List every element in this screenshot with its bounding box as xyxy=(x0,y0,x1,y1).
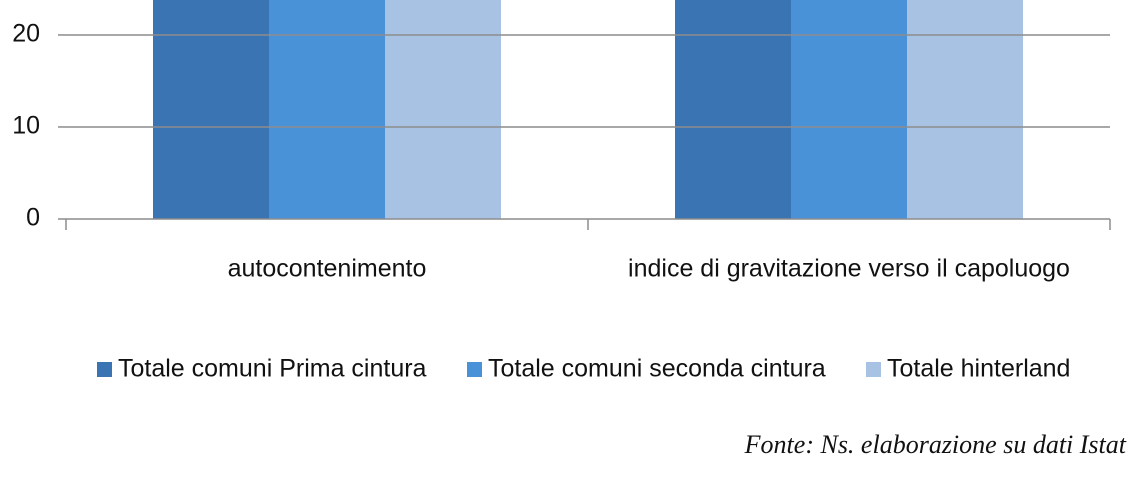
y-tick-label: 20 xyxy=(12,20,40,48)
bar xyxy=(269,0,385,219)
x-tick-label: indice di gravitazione verso il capoluog… xyxy=(628,255,1070,283)
legend-label: Totale comuni seconda cintura xyxy=(488,355,826,383)
source-note: Fonte: Ns. elaborazione su dati Istat xyxy=(744,430,1127,459)
x-tick-label: autocontenimento xyxy=(228,255,427,283)
legend-label: Totale hinterland xyxy=(887,355,1070,383)
bar xyxy=(675,0,791,219)
legend-swatch xyxy=(467,362,482,377)
legend-swatch xyxy=(97,362,112,377)
y-tick-label: 10 xyxy=(12,112,40,140)
plot-area xyxy=(153,0,1023,220)
legend-label: Totale comuni Prima cintura xyxy=(118,355,427,383)
bar xyxy=(153,0,269,219)
y-tick-label: 0 xyxy=(26,204,40,232)
bar xyxy=(385,0,501,220)
legend-swatch xyxy=(866,362,881,377)
bar xyxy=(791,0,907,219)
bar xyxy=(907,0,1023,220)
